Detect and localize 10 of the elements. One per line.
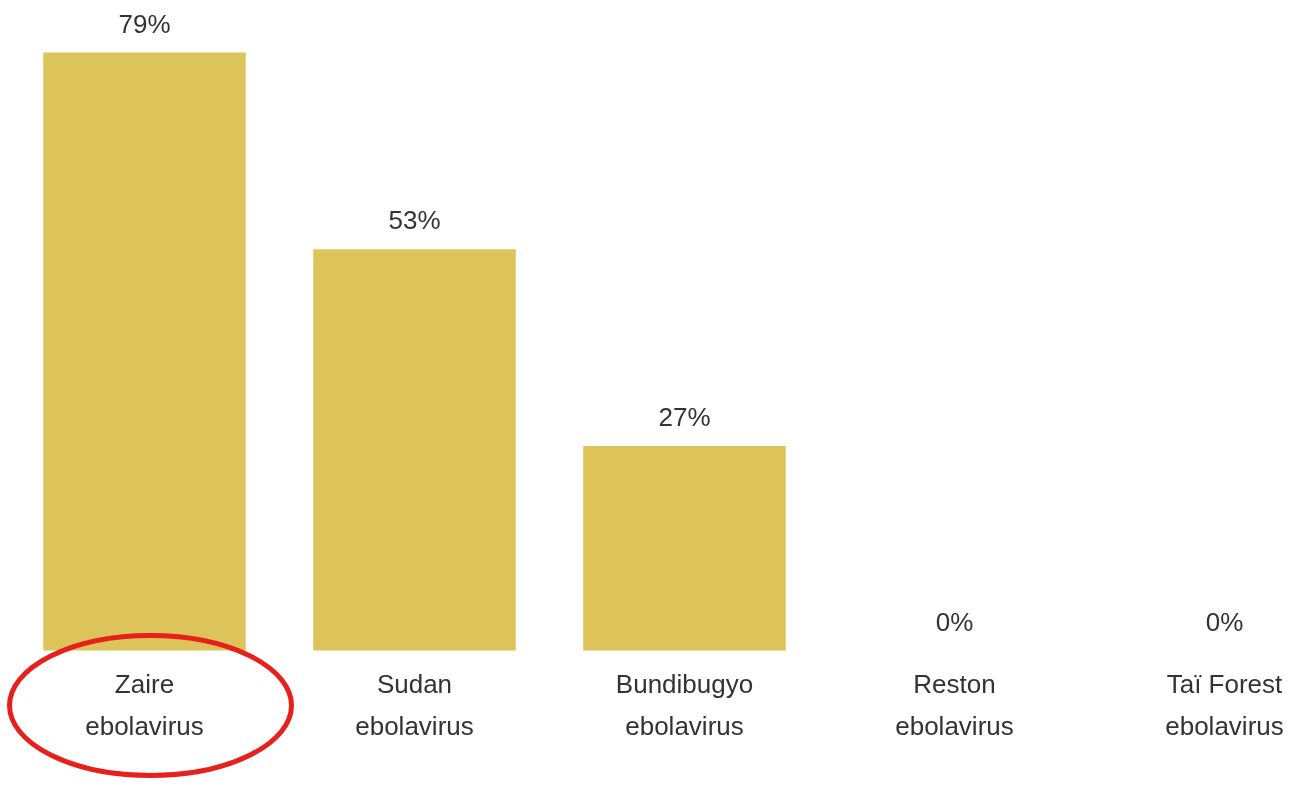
data-label: 0% [1205, 606, 1244, 637]
data-label: 53% [388, 205, 441, 236]
x-tick-label: Reston ebolavirus [895, 668, 1014, 741]
x-tick-label: Taï Forest ebolavirus [1165, 668, 1284, 741]
data-label: 27% [658, 402, 711, 433]
x-tick-label: Zaire ebolavirus [85, 668, 204, 741]
data-label: 79% [118, 8, 171, 39]
x-tick-label: Sudan ebolavirus [355, 668, 474, 741]
data-label: 0% [935, 606, 974, 637]
x-tick-label: Bundibugyo ebolavirus [615, 668, 754, 741]
